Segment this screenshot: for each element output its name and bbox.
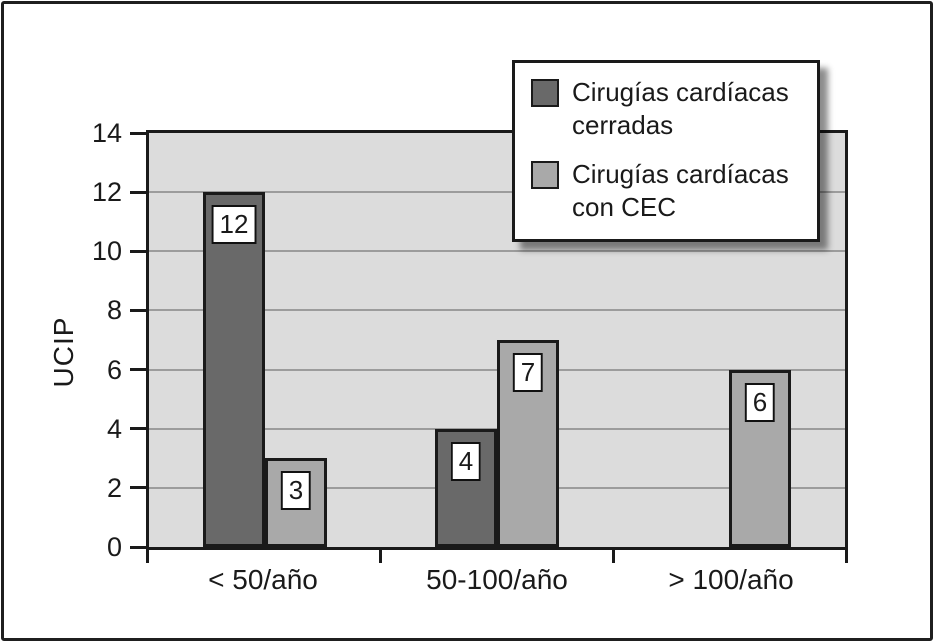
y-tick-label: 12 xyxy=(91,177,122,208)
x-axis-tick xyxy=(146,550,149,563)
y-axis-tick xyxy=(130,427,146,431)
x-axis-tick xyxy=(379,550,382,563)
bar-value-label: 6 xyxy=(744,383,776,422)
y-tick-label: 0 xyxy=(106,532,122,562)
bar-con-cec-cat1: 3 xyxy=(265,458,327,547)
bar-con-cec-cat3: 6 xyxy=(729,370,791,547)
bar-cerradas-cat2: 4 xyxy=(435,429,497,547)
y-tick-label: 4 xyxy=(106,413,122,444)
legend-item: Cirugías cardíacas con CEC xyxy=(531,158,803,224)
y-tick-label: 2 xyxy=(106,472,122,503)
y-tick-label: 14 xyxy=(91,118,122,148)
legend-label: Cirugías cardíacas cerradas xyxy=(572,77,789,140)
y-tick-label: 6 xyxy=(106,354,122,385)
x-axis-tick xyxy=(845,550,848,563)
bar-value-label: 12 xyxy=(211,205,257,244)
legend-label: Cirugías cardíacas con CEC xyxy=(572,159,789,222)
x-axis-label: > 100/año xyxy=(668,564,794,595)
legend-swatch-icon xyxy=(531,79,559,107)
y-axis-tick xyxy=(130,486,146,490)
y-axis-tick xyxy=(130,545,146,549)
gridline xyxy=(149,191,845,194)
bar-cerradas-cat1: 12 xyxy=(203,192,265,547)
legend-swatch-icon xyxy=(531,161,559,189)
legend-item: Cirugías cardíacas cerradas xyxy=(531,76,803,142)
x-axis-tick xyxy=(612,550,615,563)
y-axis-tick xyxy=(130,190,146,194)
bar-value-label: 4 xyxy=(450,442,482,481)
bar-con-cec-cat2: 7 xyxy=(497,340,559,547)
legend: Cirugías cardíacas cerradas Cirugías card… xyxy=(512,60,820,242)
gridline xyxy=(149,250,845,253)
y-tick-label: 10 xyxy=(91,236,122,267)
x-axis-label: < 50/año xyxy=(208,564,318,595)
y-axis-tick xyxy=(130,131,146,135)
plot-area: 12 4 3 7 6 xyxy=(146,130,848,550)
bar-value-label: 7 xyxy=(512,353,544,392)
gridline xyxy=(149,309,845,312)
y-tick-label: 8 xyxy=(106,295,122,326)
x-axis-label: 50-100/año xyxy=(426,564,568,595)
bar-value-label: 3 xyxy=(280,471,312,510)
y-axis-tick xyxy=(130,368,146,372)
y-axis-tick xyxy=(130,308,146,312)
y-axis-tick xyxy=(130,249,146,253)
